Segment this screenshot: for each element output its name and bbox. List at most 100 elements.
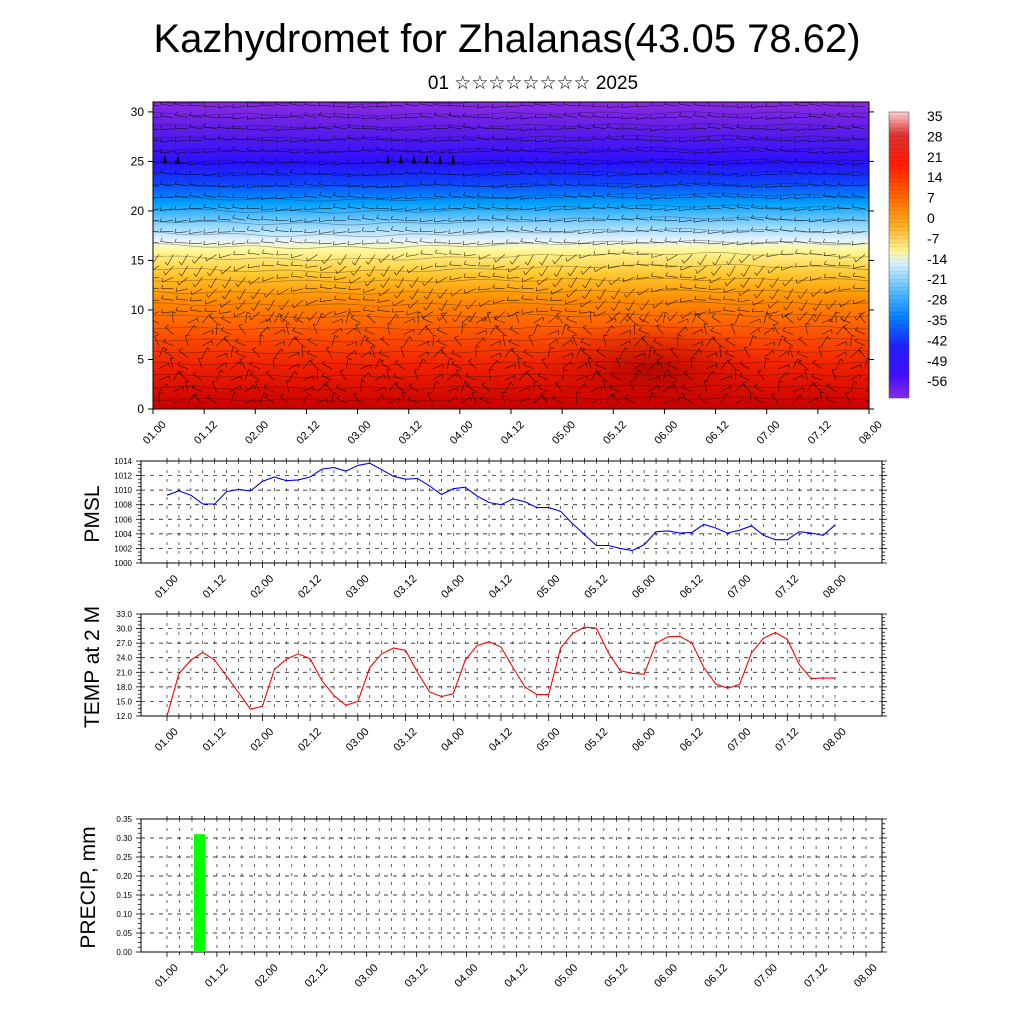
wind-barb [723,299,736,301]
wind-barb [302,360,311,369]
wind-barb [582,326,592,335]
wind-barb-flag [188,239,191,244]
wind-barb-flag [553,273,557,277]
wind-barb-flag [361,172,364,177]
wind-barb [823,208,837,210]
wind-barb-flag [275,137,277,142]
wind-barb [549,128,563,130]
wind-barb-flag [146,207,147,211]
wind-barb [263,387,275,392]
wind-barb [173,398,184,404]
wind-barb [521,311,534,314]
wind-barb-flag [477,215,480,220]
wind-barb [447,373,457,381]
wind-barb [506,139,520,141]
wind-barb [290,103,304,107]
wind-barb-flag [796,350,800,354]
wind-barb-flag [798,336,803,340]
wind-barb-flag [261,226,264,230]
wind-barb [794,230,808,232]
wind-barb-flag [722,135,725,140]
wind-barb [679,103,693,107]
wind-barb-flag [491,193,494,198]
wind-barb-flag [261,237,264,242]
y-tick-label: 1008 [114,501,132,510]
wind-barb-flag [664,126,666,131]
wind-barb-flag [174,192,177,197]
wind-barb [694,277,707,280]
wind-barb-flag [233,312,235,317]
colorbar-label: -21 [927,271,947,287]
wind-barb-flag [624,394,629,398]
isoline [153,325,869,331]
wind-barb-flag [160,227,162,232]
colorbar-label: -7 [927,230,940,246]
wind-barb-flag [693,238,696,243]
wind-barb-flag [550,306,553,311]
wind-barb-flag [765,239,768,243]
wind-barb-flag [361,103,364,108]
isoline [153,264,869,273]
wind-barb [708,195,721,198]
wind-barb [792,358,799,369]
wind-barb-flag [534,194,537,199]
wind-barb [854,329,866,335]
wind-barb [176,288,188,292]
wind-barb [261,160,275,164]
wind-barb [174,242,188,244]
wind-barb [318,126,332,130]
wind-barb-flag [318,160,321,165]
wind-barb-flag [248,280,251,285]
wind-barb-flag [592,123,595,128]
wind-barb [619,340,630,347]
wind-barb [534,219,549,222]
wind-barb [219,311,232,314]
wind-barb-flag [391,308,394,313]
wind-pennant [451,154,455,164]
wind-barb [174,208,188,210]
wind-barb-flag [794,206,796,211]
wind-barb [699,254,707,265]
wind-barb-flag [606,192,609,197]
wind-barb-flag [376,226,379,231]
wind-barb [798,311,808,321]
wind-barb-flag [704,380,709,382]
wind-barb-flag [462,123,466,128]
wind-barb-flag [808,237,811,242]
wind-barb-flag [809,261,812,266]
wind-barb-flag [650,126,652,131]
wind-barb [232,138,246,141]
wind-barb-flag [347,103,349,108]
wind-barb-flag [624,317,628,322]
wind-barb [654,299,664,309]
wind-barb [491,117,505,120]
wind-barb-flag [629,380,634,382]
wind-barb [250,374,261,381]
y-tick-label: 24.0 [116,654,132,663]
wind-barb [592,206,606,210]
wind-barb-flag [707,111,711,116]
wind-barb [808,128,822,130]
wind-barb [189,219,203,222]
wind-barb-flag [693,205,695,210]
wind-barb [449,277,462,281]
wind-barb [203,162,217,166]
wind-barb [419,116,433,118]
wind-barb [452,288,462,297]
wind-barb [784,315,794,324]
wind-barb [331,392,334,404]
wind-barb [765,128,779,131]
heatmap-y-tick-label: 5 [137,352,144,366]
wind-barb [682,311,693,319]
wind-barb [347,185,361,188]
wind-barb-flag [246,115,248,120]
wind-barb [158,362,169,370]
wind-barb [556,313,563,324]
wind-barb [581,299,592,308]
wind-barb-flag [218,309,221,314]
wind-barb-flag [347,147,350,152]
wind-barb [290,172,304,175]
wind-barb-flag [826,383,830,387]
wind-barb [153,320,160,324]
wind-barb-flag [465,305,469,310]
